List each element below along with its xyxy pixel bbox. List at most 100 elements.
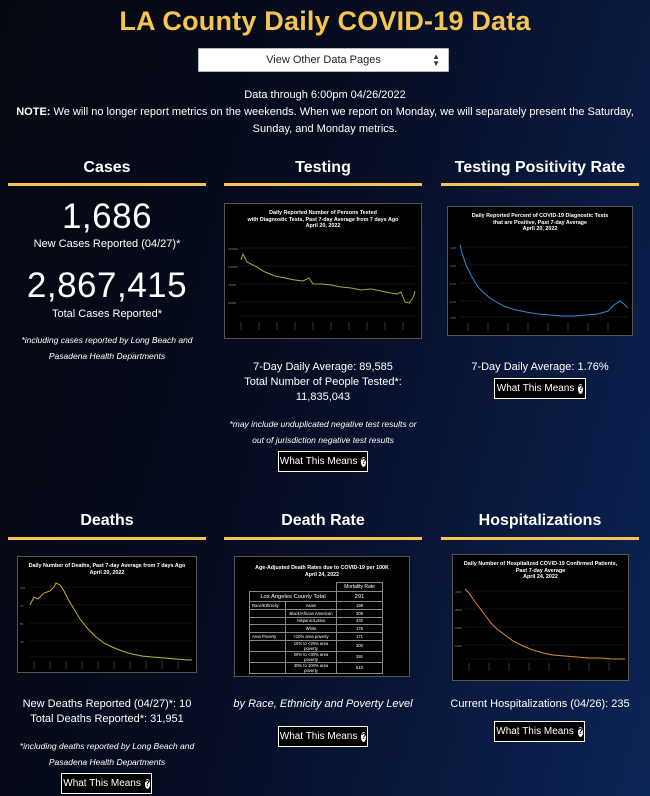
testing-chart: Daily Reported Number of Persons Tested … [224,203,422,339]
table-row: Hispanic/Latino 432 [249,616,383,626]
row-value: 300 [336,639,383,652]
testing-chart-title: Daily Reported Number of Persons Tested … [247,210,399,229]
testing-button-label: What This Means [279,456,358,467]
current-hospitalizations-line: Current Hospitalizations (04/26): 235 [450,698,630,710]
row-value: 198 [336,601,383,610]
svg-text:0.05: 0.05 [450,316,456,320]
deaths-rule [8,537,206,540]
row-value: 391 [336,650,383,663]
death-rate-what-this-means-button[interactable]: What This Means? [278,726,368,747]
svg-text:0.25: 0.25 [450,246,456,250]
positivity-title: Testing Positivity Rate [454,159,626,176]
table-row: 30% to 100% area poverty 510 [249,661,383,674]
row-category: Area Poverty [249,632,286,641]
row-category [249,608,286,618]
svg-text:2000: 2000 [455,626,462,630]
row-category [249,639,286,652]
cases-footnote: *including cases reported by Long Beach … [21,335,193,361]
svg-text:0.20: 0.20 [450,264,456,268]
hospitalizations-what-this-means-button[interactable]: What This Means? [494,721,585,742]
row-subgroup: 30% to 100% area poverty [285,661,337,674]
deaths-title: Deaths [80,512,134,529]
data-pages-select[interactable]: View Other Data Pages ▲ ▼ [198,48,449,72]
testing-rule [224,183,422,186]
row-value: 510 [336,661,383,674]
positivity-rule [441,183,639,186]
positivity-what-this-means-button[interactable]: What This Means? [494,378,586,399]
testing-total-label: Total Number of People Tested*: [244,376,402,388]
row-subgroup: 20% to <30% area poverty [285,650,337,663]
deaths-what-this-means-button[interactable]: What This Means? [61,773,152,794]
death-rate-table-caption: Age-Adjusted Death Rates due to COVID-19… [255,565,389,578]
svg-text:125000: 125000 [228,247,238,251]
svg-text:3000: 3000 [455,608,462,612]
testing-title: Testing [295,159,351,176]
hospitalizations-title: Hospitalizations [478,512,602,529]
table-row: Race/Ethnicity Asian 198 [249,601,383,610]
row-subgroup: White [285,624,337,634]
row-value: 309 [336,608,383,618]
svg-text:0.15: 0.15 [450,282,456,286]
hospitalizations-series-line [464,588,625,660]
death-rate-table: Mortality Rate Los Angeles County Total … [249,582,383,674]
question-circle-icon: ? [578,383,584,394]
deaths-chart-title: Daily Number of Deaths, Past 7-day Avera… [28,563,186,576]
death-rate-caption: by Race, Ethnicity and Poverty Level [233,698,413,710]
positivity-chart-title: Daily Reported Percent of COVID-19 Diagn… [471,213,609,232]
row-subgroup: Black/African American [285,608,337,618]
new-cases-label: New Cases Reported (04/27)* [33,238,181,250]
svg-text:25: 25 [20,640,24,644]
svg-text:100: 100 [20,586,25,590]
note-label: NOTE: [16,106,51,118]
deaths-series-line [29,582,192,661]
svg-text:50000: 50000 [228,301,237,305]
table-row: 10% to <20% area poverty 300 [249,639,383,652]
select-value: View Other Data Pages [266,54,381,66]
svg-text:0.10: 0.10 [450,300,456,304]
cases-title: Cases [83,159,131,176]
page-title: LA County Daily COVID-19 Data [119,6,531,36]
svg-text:75: 75 [20,604,24,608]
new-cases-number: 1,686 [61,197,153,236]
new-deaths-line: New Deaths Reported (04/27)*: 10 [22,698,192,710]
positivity-chart-svg: 0.25 0.20 0.15 0.10 0.05 [450,244,629,331]
death-rate-table-image: Age-Adjusted Death Rates due to COVID-19… [234,556,410,677]
deaths-chart-svg: 100 75 50 25 [20,582,192,669]
positivity-series-line [459,244,629,317]
death-rate-total-label: Los Angeles County Total [249,591,337,602]
note-text: We will no longer report metrics on the … [50,106,634,135]
death-rate-table-header: Mortality Rate [336,582,383,592]
death-rate-rule [224,537,422,540]
svg-text:75000: 75000 [228,283,237,287]
hospitalizations-chart: Daily Number of Hospitalized COVID-19 Co… [452,554,629,681]
death-rate-button-label: What This Means [279,731,358,742]
positivity-average: 7-Day Daily Average: 1.76% [471,361,609,373]
total-cases-label: Total Cases Reported* [51,308,163,320]
row-category [249,624,286,634]
hospitalizations-chart-svg: 4000 3000 2000 1000 [455,588,625,671]
testing-average: 7-Day Daily Average: 89,585 [253,361,393,373]
testing-chart-svg: 125000 100000 75000 50000 [228,247,416,330]
svg-text:50: 50 [20,622,24,626]
row-subgroup: Asian [285,601,337,610]
death-rate-title: Death Rate [281,512,365,529]
question-circle-icon: ? [577,726,583,737]
total-cases-number: 2,867,415 [26,266,188,305]
row-category [249,650,286,663]
table-row: Black/African American 309 [249,608,383,618]
testing-what-this-means-button[interactable]: What This Means? [278,451,368,472]
positivity-button-label: What This Means [496,383,575,394]
select-caret-icon: ▲ ▼ [432,52,440,68]
question-circle-icon: ? [361,731,367,742]
row-value: 171 [336,632,383,641]
question-circle-icon: ? [144,778,150,789]
svg-text:1000: 1000 [455,644,462,648]
row-category [249,661,286,674]
positivity-chart: Daily Reported Percent of COVID-19 Diagn… [447,206,633,336]
hospitalizations-chart-title: Daily Number of Hospitalized COVID-19 Co… [463,561,618,580]
svg-text:4000: 4000 [455,590,462,594]
row-category: Race/Ethnicity [249,601,286,610]
data-through-text: Data through 6:00pm 04/26/2022 [244,89,406,101]
row-value: 432 [336,616,383,626]
table-row: Area Poverty <10% area poverty 171 [249,632,383,641]
